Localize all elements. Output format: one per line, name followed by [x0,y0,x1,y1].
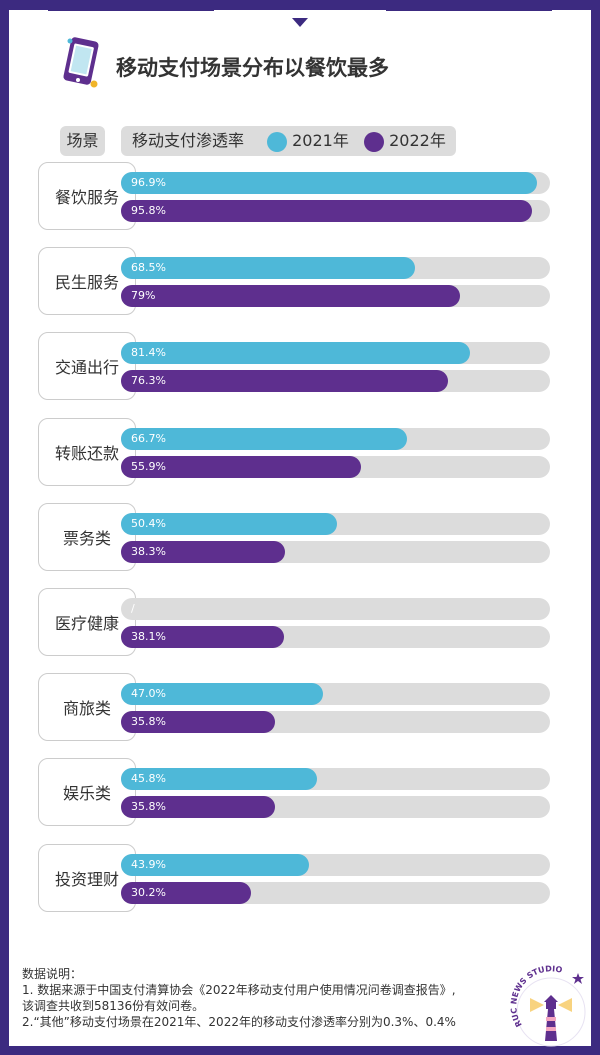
bar-value-label-2021: 96.9% [131,176,166,189]
bar-value-label-2021: 81.4% [131,346,166,359]
bar-2022 [121,711,275,733]
top-decor-line-left [48,9,214,11]
bar-value-label-2022: 38.3% [131,545,166,558]
legend-label-2021: 2021年 [292,131,349,150]
category-label: 医疗健康 [38,588,136,656]
bar-2021 [121,683,323,705]
bar-track [121,598,550,620]
bar-value-label-2021: / [131,602,135,615]
bar-2021 [121,428,408,450]
bar-value-label-2022: 95.8% [131,204,166,217]
category-label: 转账还款 [38,418,136,486]
legend-swatch-2021 [267,131,287,152]
category-label: 票务类 [38,503,136,571]
legend-item-2021: 2021年 [267,126,349,156]
mobile-phone-icon [63,37,99,88]
notes-line-2: 该调查共收到58136份有效问卷。 [22,999,205,1013]
notes-line-3: 2.“其他”移动支付场景在2021年、2022年的移动支付渗透率分别为0.3%、… [22,1015,456,1029]
bar-value-label-2021: 50.4% [131,517,166,530]
legend-metric-label: 移动支付渗透率 [132,131,245,150]
legend-scene-label: 场景 [66,131,99,150]
legend-item-2022: 2022年 [364,126,446,156]
bar-2022 [121,200,532,222]
bar-value-label-2021: 47.0% [131,687,166,700]
bar-2022 [121,370,449,392]
category-label: 商旅类 [38,673,136,741]
bar-value-label-2022: 55.9% [131,460,166,473]
bar-value-label-2021: 45.8% [131,772,166,785]
bar-2022 [121,456,361,478]
legend-label-2022: 2022年 [389,131,446,150]
bar-2022 [121,285,460,307]
bar-2022 [121,882,251,904]
top-decor-line-right [386,9,552,11]
category-label: 交通出行 [38,332,136,400]
category-label: 民生服务 [38,247,136,315]
top-decor-triangle [292,18,308,27]
notes-line-1: 1. 数据来源于中国支付清算协会《2022年移动支付用户使用情况问卷调查报告》, [22,983,456,997]
bar-value-label-2022: 38.1% [131,630,166,643]
bar-value-label-2021: 66.7% [131,432,166,445]
bar-2021 [121,257,415,279]
bar-2021 [121,513,338,535]
bar-2022 [121,796,275,818]
bar-value-label-2022: 30.2% [131,886,166,899]
bar-value-label-2022: 35.8% [131,800,166,813]
bar-2021 [121,342,471,364]
bar-value-label-2021: 43.9% [131,858,166,871]
notes-heading: 数据说明： [22,967,83,981]
bar-2022 [121,626,285,648]
bar-2021 [121,768,318,790]
studio-logo: RUC NEWS STUDIO [509,965,586,1047]
category-label: 娱乐类 [38,758,136,826]
bar-value-label-2022: 76.3% [131,374,166,387]
category-label: 投资理财 [38,844,136,912]
bar-value-label-2021: 68.5% [131,261,166,274]
bar-value-label-2022: 35.8% [131,715,166,728]
bar-2022 [121,541,286,563]
legend-pill: 移动支付渗透率 2021年 2022年 [121,126,456,156]
bar-value-label-2022: 79% [131,289,156,302]
category-label: 餐饮服务 [38,162,136,230]
legend-scene-pill: 场景 [60,126,105,156]
bar-2021 [121,172,537,194]
page-title: 移动支付场景分布以餐饮最多 [116,56,389,80]
legend-swatch-2022 [364,131,384,152]
data-notes: 数据说明： 1. 数据来源于中国支付清算协会《2022年移动支付用户使用情况问卷… [22,966,522,1030]
bar-2021 [121,854,310,876]
